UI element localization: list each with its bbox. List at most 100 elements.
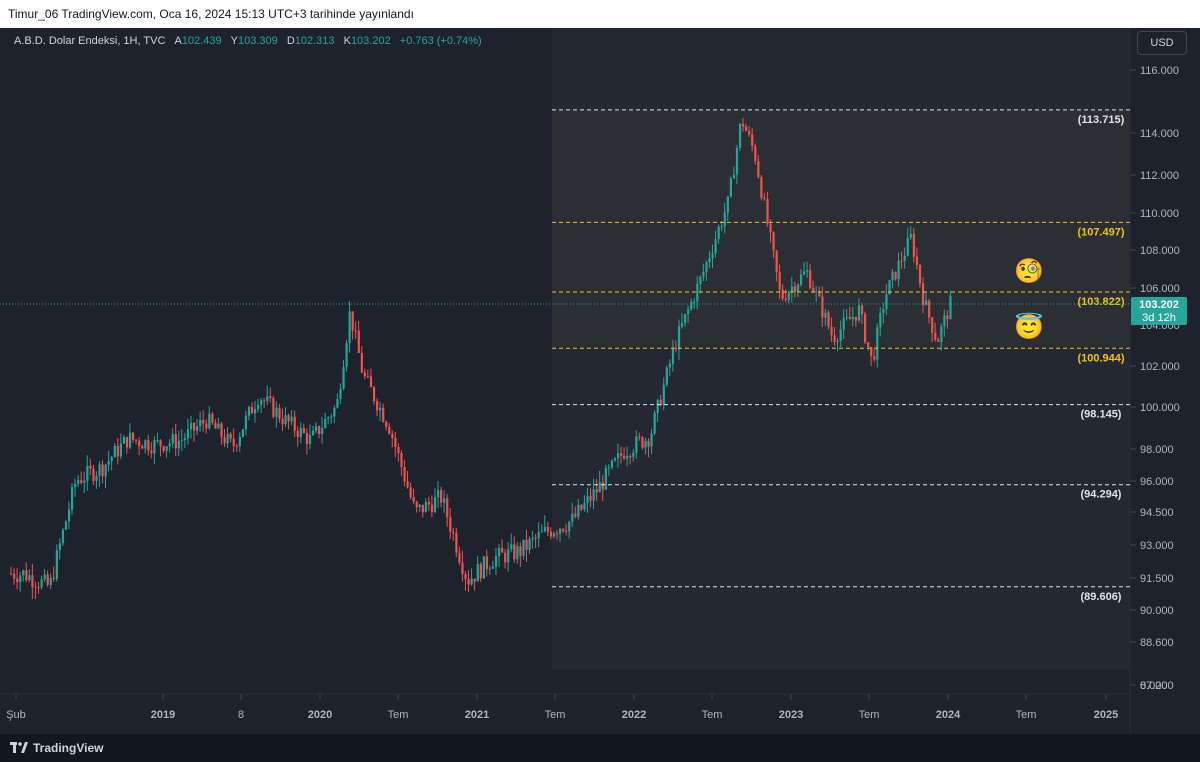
candle-body <box>16 578 19 582</box>
candle-body <box>226 434 229 444</box>
candle-body <box>183 438 187 441</box>
x-tick-label: Tem <box>1016 709 1037 721</box>
candle-body <box>818 291 821 297</box>
chart-svg[interactable]: 116.000 114.000 112.000 110.000 108.000 106.0… <box>0 28 1200 734</box>
candle-body <box>58 543 61 551</box>
x-tick-label: 2025 <box>1094 709 1118 721</box>
candle-body <box>424 501 427 513</box>
candle-body <box>745 126 748 132</box>
candle-body <box>598 482 601 493</box>
candle-body <box>311 430 315 436</box>
candle-body <box>220 423 223 438</box>
candle-body <box>931 317 934 333</box>
candle-body <box>330 416 333 418</box>
candle-body <box>912 233 915 257</box>
publish-line: Timur_06 TradingView.com, Oca 16, 2024 1… <box>8 7 414 21</box>
candle-body <box>574 513 577 517</box>
candle-body <box>165 446 168 451</box>
candle-body <box>867 342 870 348</box>
candle-body <box>467 579 470 585</box>
candle-body <box>159 440 162 447</box>
symbol-legend: A.B.D. Dolar Endeksi, 1H, TVC A102.439 Y… <box>14 35 482 47</box>
x-tick-label: 2019 <box>151 709 175 721</box>
candle-body <box>345 343 348 367</box>
candle-body <box>366 376 370 378</box>
candle-body <box>653 412 656 434</box>
candle-body <box>104 464 107 477</box>
candle-body <box>656 399 659 413</box>
publish-header: Timur_06 TradingView.com, Oca 16, 2024 1… <box>0 0 1200 28</box>
candle-body <box>803 271 806 275</box>
candle-body <box>854 316 858 321</box>
candle-body <box>437 490 440 498</box>
candle-body <box>711 252 714 259</box>
bar-countdown-label: 3d 12h <box>1142 312 1176 324</box>
candle-body <box>757 161 760 178</box>
candle-body <box>305 432 309 445</box>
candle-body <box>479 564 482 579</box>
candle-body <box>714 239 717 253</box>
candle-body <box>501 547 504 553</box>
candle-body <box>812 288 815 292</box>
candle-body <box>498 547 501 557</box>
candle-body <box>174 434 177 449</box>
candle-body <box>77 480 80 484</box>
candle-body <box>287 415 290 422</box>
y-tick-label: 106.000 <box>1140 283 1180 295</box>
candle-body <box>135 439 138 441</box>
candle-body <box>894 271 897 280</box>
candle-body <box>552 533 556 537</box>
candle-body <box>815 291 818 293</box>
candle-body <box>275 407 278 417</box>
candle-body <box>223 437 226 444</box>
candle-body <box>510 544 513 550</box>
candle-body <box>610 460 614 468</box>
current-price-badge[interactable] <box>1131 297 1187 326</box>
candle-body <box>418 504 421 508</box>
candle-body <box>455 533 458 553</box>
candle-body <box>583 502 586 510</box>
candle-body <box>400 453 403 468</box>
candle-body <box>156 440 159 442</box>
price-axis[interactable] <box>1130 28 1200 734</box>
candle-body <box>885 294 888 310</box>
candle-body <box>37 587 40 589</box>
candle-body <box>299 428 302 438</box>
candle-body <box>845 317 848 319</box>
candle-body <box>668 363 671 368</box>
candle-body <box>153 440 156 454</box>
candle-body <box>254 409 257 414</box>
candle-body <box>806 270 809 272</box>
footer-bar: TradingView <box>0 734 1200 762</box>
candle-body <box>519 546 522 556</box>
candle-body <box>488 568 492 570</box>
candle-body <box>95 475 98 481</box>
candle-body <box>559 528 562 534</box>
close-label: K <box>343 35 351 47</box>
candle-body <box>214 422 217 429</box>
candle-body <box>790 286 793 293</box>
candle-body <box>19 575 22 582</box>
candle-body <box>113 445 116 458</box>
candle-body <box>629 456 632 458</box>
candle-body <box>729 178 732 197</box>
candle-body <box>430 504 434 513</box>
candle-body <box>632 452 635 457</box>
candle-body <box>339 388 342 399</box>
candle-body <box>244 415 248 430</box>
candle-body <box>388 426 391 434</box>
candle-body <box>485 556 488 570</box>
candle-body <box>726 196 729 213</box>
candle-body <box>138 440 141 447</box>
candle-body <box>132 432 135 440</box>
candle-body <box>925 300 928 305</box>
candle-body <box>363 372 366 377</box>
y-tick-label: 87.200 <box>1140 680 1174 692</box>
currency-button[interactable]: USD <box>1137 31 1187 55</box>
candle-body <box>80 480 83 483</box>
candle-body <box>238 436 241 447</box>
candle-body <box>232 438 235 446</box>
candle-body <box>302 428 305 433</box>
candle-body <box>839 329 842 341</box>
candle-body <box>293 416 296 431</box>
